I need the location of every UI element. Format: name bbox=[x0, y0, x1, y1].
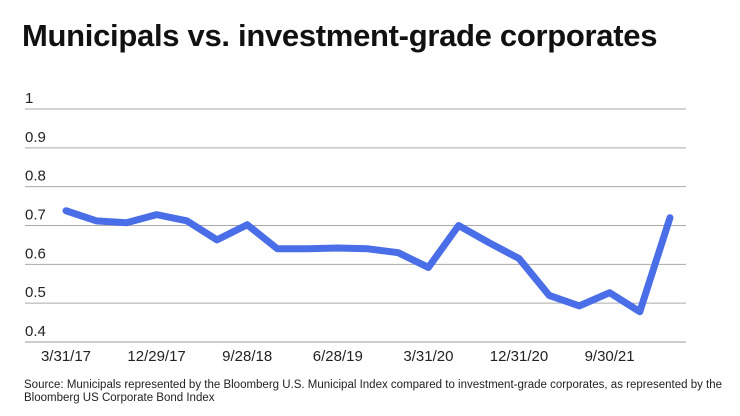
y-tick-label: 0.5 bbox=[25, 284, 46, 301]
x-tick-label: 9/28/18 bbox=[222, 348, 272, 365]
y-tick-label: 0.8 bbox=[25, 168, 46, 185]
x-tick-label: 3/31/20 bbox=[403, 348, 453, 365]
y-tick-label: 0.4 bbox=[25, 323, 46, 340]
source-note: Source: Municipals represented by the Bl… bbox=[24, 379, 723, 404]
x-tick-label: 6/28/19 bbox=[313, 348, 363, 365]
y-tick-label: 0.7 bbox=[25, 207, 46, 224]
y-tick-label: 1 bbox=[25, 90, 33, 107]
chart-title: Municipals vs. investment-grade corporat… bbox=[22, 18, 658, 53]
x-tick-label: 9/30/21 bbox=[585, 348, 635, 365]
y-tick-label: 0.9 bbox=[25, 129, 46, 146]
x-tick-label: 12/31/20 bbox=[490, 348, 548, 365]
x-tick-label: 12/29/17 bbox=[127, 348, 185, 365]
y-tick-label: 0.6 bbox=[25, 245, 46, 262]
x-tick-label: 3/31/17 bbox=[41, 348, 91, 365]
